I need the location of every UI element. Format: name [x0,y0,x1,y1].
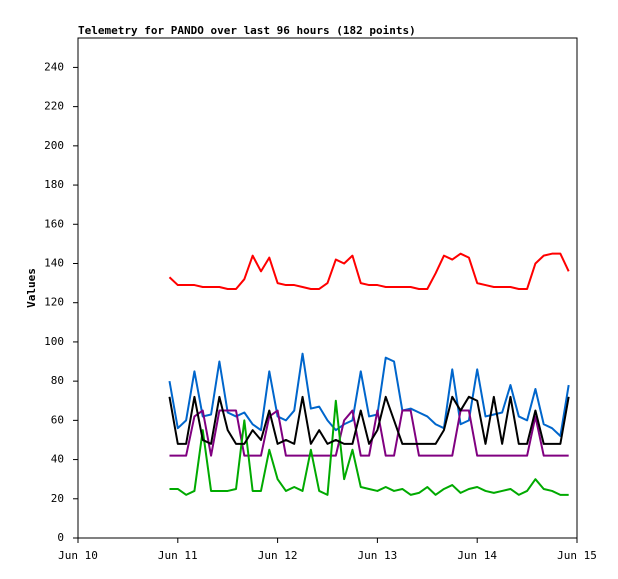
y-tick-label: 100 [44,335,64,348]
y-axis-label: Values [25,268,38,308]
y-tick-label: 20 [51,492,64,505]
series-line [169,409,569,457]
series-line [168,352,570,438]
y-tick-label: 60 [51,413,64,426]
x-tick-label: Jun 13 [358,549,398,562]
x-tick-label: Jun 11 [158,549,198,562]
y-tick-label: 40 [51,453,64,466]
y-tick-label: 140 [44,256,64,269]
chart-title: Telemetry for PANDO over last 96 hours (… [78,24,416,37]
x-tick-label: Jun 12 [258,549,298,562]
x-tick-label: Jun 15 [557,549,597,562]
y-tick-label: 80 [51,374,64,387]
y-tick-label: 220 [44,100,64,113]
series-line [168,252,570,290]
y-tick-label: 200 [44,139,64,152]
y-tick-label: 120 [44,296,64,309]
y-tick-label: 180 [44,178,64,191]
plot-frame [77,37,578,539]
y-tick-label: 240 [44,60,64,73]
x-tick-label: Jun 10 [58,549,98,562]
series-line [168,395,570,445]
series-line [169,399,569,496]
x-tick-label: Jun 14 [457,549,497,562]
y-tick-label: 0 [57,531,64,544]
y-tick-label: 160 [44,217,64,230]
